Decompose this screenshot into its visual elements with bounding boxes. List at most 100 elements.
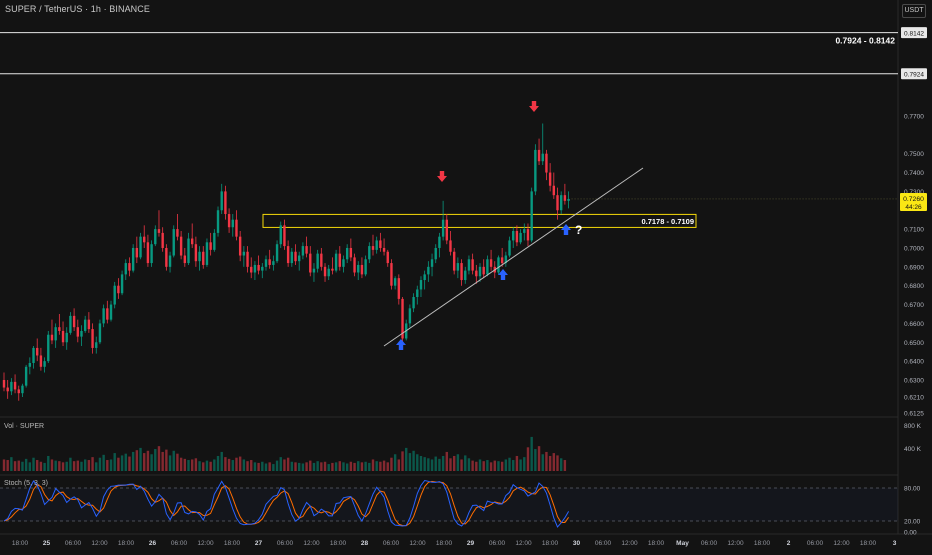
- volume-bar: [438, 458, 441, 471]
- candle: [91, 329, 94, 348]
- volume-bar: [13, 461, 17, 471]
- candle: [357, 264, 360, 273]
- volume-bar: [135, 450, 139, 471]
- volume-bar: [194, 458, 198, 471]
- volume-bar: [102, 454, 105, 471]
- candle: [39, 355, 43, 367]
- volume-bar: [58, 461, 61, 471]
- stoch-tick-label: 20.00: [904, 519, 921, 526]
- volume-bar: [231, 460, 234, 471]
- current-price-label: 0.7260: [903, 196, 924, 203]
- volume-bar: [312, 462, 316, 471]
- volume-bar: [379, 461, 382, 471]
- volume-bar: [250, 460, 253, 471]
- volume-bar: [298, 462, 301, 471]
- volume-bar: [556, 455, 559, 471]
- candle: [290, 251, 294, 264]
- candle: [368, 246, 371, 260]
- volume-bar: [334, 462, 338, 471]
- candle: [205, 242, 209, 265]
- volume-bar: [272, 464, 275, 471]
- volume-bar: [541, 454, 544, 471]
- stoch-d-line: [3, 480, 570, 527]
- time-tick-label: 29: [467, 540, 475, 547]
- volume-bar: [478, 459, 482, 471]
- volume-bar: [375, 461, 378, 471]
- arrow-up-icon: [561, 224, 571, 235]
- candle: [54, 327, 57, 341]
- candle: [47, 334, 50, 362]
- time-tick-label: 06:00: [171, 540, 188, 547]
- volume-bar: [50, 459, 54, 471]
- candle: [515, 231, 519, 243]
- volume-bar: [176, 453, 179, 471]
- time-tick-label: 30: [573, 540, 581, 547]
- range-label: 0.7924 - 0.8142: [835, 36, 895, 46]
- candle: [401, 298, 404, 339]
- candle: [80, 330, 83, 337]
- candle: [445, 219, 448, 241]
- candle: [106, 308, 109, 320]
- time-tick-label: 12:00: [727, 540, 744, 547]
- volume-bar: [393, 454, 397, 471]
- volume-bar: [357, 461, 360, 471]
- volume-bar: [401, 451, 404, 471]
- volume-bar: [294, 462, 297, 471]
- candle: [109, 304, 113, 320]
- volume-bar: [508, 457, 511, 471]
- candle: [224, 191, 227, 215]
- volume-bar: [128, 456, 131, 471]
- candle: [272, 261, 275, 265]
- symbol-title: SUPER / TetherUS · 1h · BINANCE: [5, 4, 150, 14]
- price-line-label: 0.7924: [904, 72, 924, 79]
- price-tick-label: 0.6500: [904, 340, 924, 347]
- price-axis[interactable]: 0.8142 0.7924 0.7700 0.7500 0.7400 0.7300 0.71…: [900, 27, 927, 537]
- candle: [434, 247, 437, 260]
- volume-bar: [131, 451, 135, 471]
- price-line-label: 0.8142: [904, 31, 924, 38]
- volume-bar: [559, 458, 563, 471]
- price-tick-label: 0.7400: [904, 170, 924, 177]
- currency-badge[interactable]: USDT: [902, 4, 926, 18]
- volume-bar: [2, 459, 6, 471]
- time-tick-label: 06:00: [489, 540, 506, 547]
- candle: [298, 255, 301, 262]
- candle: [198, 251, 201, 262]
- candle: [76, 327, 79, 337]
- volume-bar: [390, 457, 393, 471]
- volume-bar: [106, 460, 109, 471]
- volume-bar: [449, 458, 452, 471]
- candle: [534, 149, 537, 192]
- candle: [541, 153, 544, 162]
- candle: [552, 185, 556, 196]
- candle: [375, 240, 378, 250]
- candle: [309, 253, 312, 273]
- volume-bar: [563, 460, 567, 471]
- candle: [408, 308, 412, 324]
- volume-bar: [408, 453, 412, 471]
- volume-bar: [331, 462, 334, 471]
- candle: [305, 246, 308, 254]
- volume-bar: [548, 455, 552, 471]
- candle: [246, 251, 249, 267]
- candle: [382, 247, 386, 252]
- time-tick-label: 06:00: [277, 540, 294, 547]
- volume-bar: [441, 455, 445, 471]
- candle: [519, 232, 522, 243]
- candle: [72, 315, 76, 328]
- volume-bar: [456, 454, 460, 471]
- candle: [36, 347, 39, 356]
- candle: [253, 264, 257, 273]
- candle: [143, 236, 146, 243]
- candle: [537, 149, 541, 162]
- time-tick-label: 18:00: [860, 540, 877, 547]
- arrow-down-icon: [437, 171, 447, 182]
- time-tick-label: 18:00: [436, 540, 453, 547]
- countdown-label: 44:26: [905, 204, 922, 211]
- time-axis[interactable]: 18:00 25 06:00 12:00 18:00 26 06:00 12:00 18:00 2…: [12, 540, 897, 547]
- volume-bar: [412, 450, 415, 471]
- price-tick-label: 0.6700: [904, 302, 924, 309]
- candle: [486, 259, 489, 275]
- volume-bar: [405, 447, 408, 471]
